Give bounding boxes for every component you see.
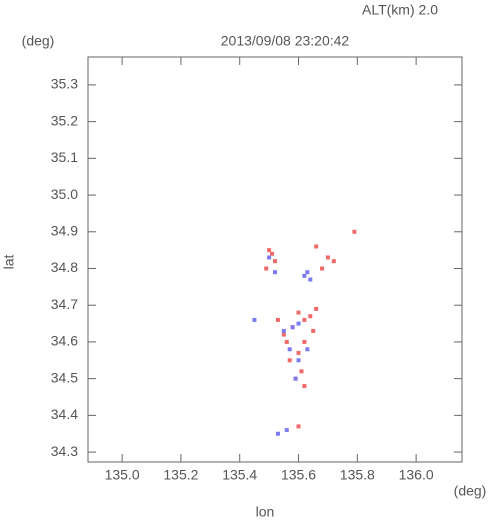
y-tick-label: 35.0 [51,186,78,202]
y-tick-label: 34.9 [51,222,78,238]
x-tick-label: 135.4 [222,467,257,483]
point [296,350,301,355]
point [281,328,286,333]
x-tick-label: 135.2 [163,467,198,483]
y-axis-label: lat [1,255,17,270]
point [314,244,319,249]
x-tick-label: 135.8 [340,467,375,483]
point [290,325,295,330]
point [305,347,310,352]
point [275,317,280,322]
point [284,428,289,433]
point [252,317,257,322]
x-tick-label: 135.6 [281,467,316,483]
point [308,277,313,282]
point [273,259,277,264]
point [296,358,301,363]
point [275,431,280,436]
point [302,317,307,322]
x-tick-label: 135.0 [105,467,140,483]
y-tick-label: 34.7 [51,296,78,312]
plot-frame [87,56,463,463]
point [287,347,292,352]
y-tick-label: 34.6 [51,333,78,349]
point [267,248,272,253]
point [331,259,336,264]
point [264,266,269,271]
point [296,424,301,429]
point [314,306,319,311]
chart-title: 2013/09/08 23:20:42 [221,33,350,49]
point [352,229,357,234]
point [308,314,313,319]
point [284,339,289,344]
y-tick-label: 34.5 [51,369,78,385]
y-tick-label: 34.4 [51,406,78,422]
x-axis-label: lon [256,504,275,520]
point [311,328,316,333]
point [302,383,307,388]
y-tick-label: 35.1 [51,149,78,165]
x-tick-label: 136.0 [399,467,434,483]
point [296,321,301,326]
y-unit: (deg) [22,33,55,49]
y-tick-label: 34.8 [51,259,78,275]
point [270,251,275,256]
point [287,358,292,363]
point [325,255,330,260]
point [293,376,298,381]
point [296,310,301,315]
point [281,332,286,337]
y-tick-label: 35.3 [51,76,78,92]
x-unit: (deg) [454,483,487,499]
point [299,369,304,374]
y-tick-label: 35.2 [51,112,78,128]
header: ALT(km) 2.0 [362,2,438,18]
point [320,266,325,271]
y-tick-label: 34.3 [51,443,78,459]
point [305,270,310,275]
point [273,270,277,275]
point [302,339,307,344]
point [302,273,307,278]
point [267,255,272,260]
